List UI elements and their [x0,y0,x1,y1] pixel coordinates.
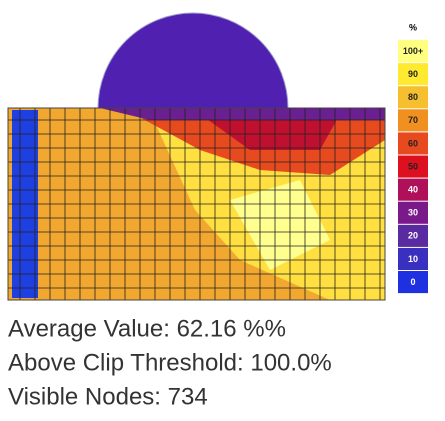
stat-line: Average Value: 62.16 %% [8,315,286,342]
legend-label: 20 [408,231,418,241]
legend-label: 60 [408,138,418,148]
legend-label: 0 [410,277,415,287]
dome [97,12,289,109]
legend-swatch [398,201,428,224]
legend-label: 90 [408,69,418,79]
legend-label: 100+ [403,46,423,56]
legend-label: 80 [408,92,418,102]
legend-swatch [398,132,428,155]
stat-line: Visible Nodes: 734 [8,383,208,410]
legend-swatch [398,109,428,132]
legend-label: 30 [408,208,418,218]
legend-swatch [398,224,428,247]
legend-swatch [398,178,428,201]
legend-label: 10 [408,254,418,264]
legend-label: 40 [408,185,418,195]
floor-border [7,107,386,301]
zone-purple [100,108,385,120]
legend-label: 70 [408,115,418,125]
legend-swatch [398,271,428,294]
legend: 100+ 90 80 70 60 50 40 30 20 10 0 [398,40,428,294]
legend-swatch [398,86,428,109]
stat-line: Above Clip Threshold: 100.0% [8,349,332,376]
legend-swatch [398,63,428,86]
legend-swatch [398,247,428,270]
legend-swatch [398,40,428,63]
legend-title: % [409,22,417,32]
legend-swatch [398,155,428,178]
heatmap [7,12,386,301]
grid [8,108,385,300]
legend-label: 50 [408,161,418,171]
stats: Average Value: 62.16 %% Above Clip Thresh… [8,315,332,410]
